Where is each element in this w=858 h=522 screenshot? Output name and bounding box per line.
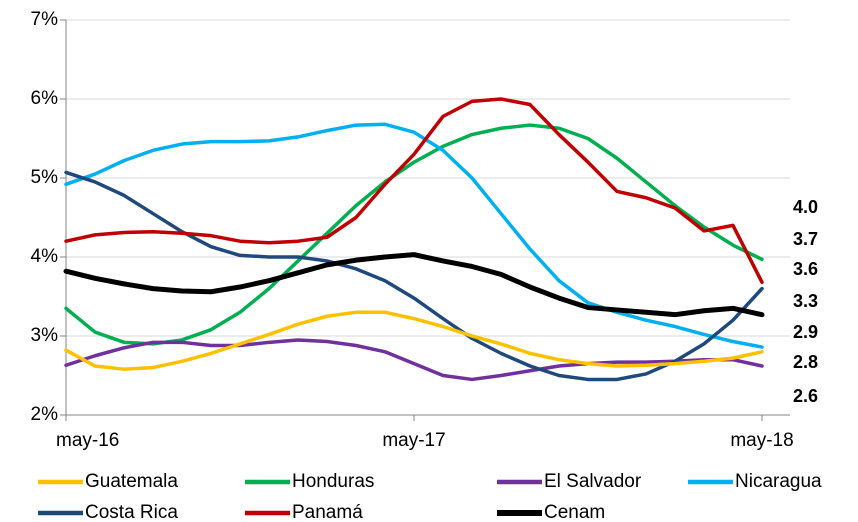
series-line (63, 252, 765, 318)
y-tick-label: 2% (31, 404, 59, 425)
y-tick-label: 7% (31, 9, 59, 30)
end-label: 2.8 (793, 352, 818, 372)
end-label: 3.3 (793, 291, 818, 311)
end-label: 4.0 (793, 197, 818, 217)
y-tick-label: 4% (31, 246, 59, 267)
legend-label: Nicaragua (735, 471, 822, 492)
y-tick-label: 3% (31, 325, 59, 346)
legend-label: Honduras (292, 471, 374, 492)
legend-label: Cenam (544, 502, 605, 522)
end-label: 2.9 (793, 322, 818, 342)
legend-label: Guatemala (85, 471, 178, 492)
x-tick-label: may-17 (382, 430, 445, 451)
legend-label: El Salvador (544, 471, 642, 492)
y-tick-label: 5% (31, 167, 59, 188)
series-line (64, 310, 764, 371)
series-line (64, 97, 764, 285)
series-line (64, 123, 764, 346)
series-line (64, 338, 764, 382)
x-tick-label: may-16 (56, 430, 119, 451)
end-label: 3.7 (793, 229, 818, 249)
end-label: 3.6 (793, 259, 818, 279)
series-line (64, 122, 764, 349)
legend-label: Panamá (292, 502, 363, 522)
legend-label: Costa Rica (85, 502, 178, 522)
end-label: 2.6 (793, 386, 818, 406)
x-tick-label: may-18 (730, 430, 793, 451)
y-tick-label: 6% (31, 88, 59, 109)
